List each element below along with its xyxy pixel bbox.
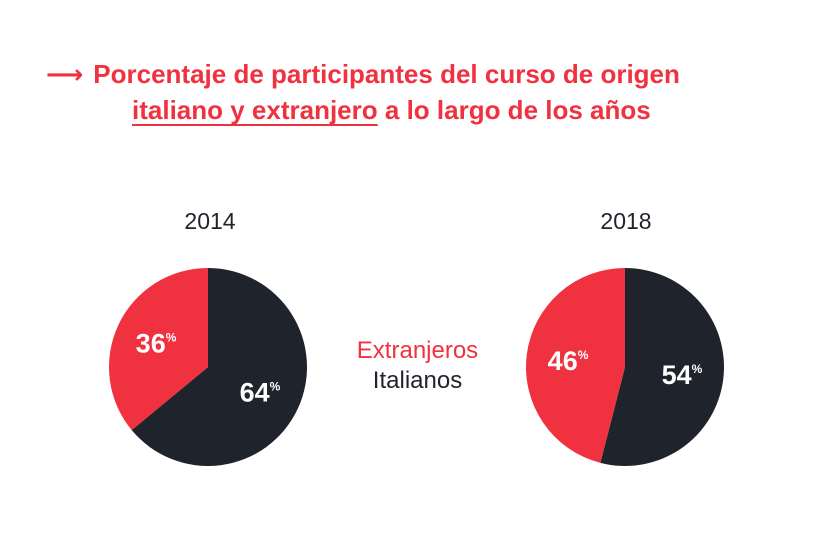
legend-extranjeros: Extranjeros bbox=[356, 337, 479, 364]
title-line-1: Porcentaje de participantes del curso de… bbox=[93, 59, 680, 89]
pie-2014-label-extranjeros-unit: % bbox=[166, 331, 177, 345]
title-line-2: italiano y extranjero a lo largo de los … bbox=[46, 92, 806, 128]
pie-2018-slice-italianos bbox=[600, 268, 724, 466]
pie-2014-slice-extranjeros bbox=[108, 268, 208, 431]
legend: Extranjeros Italianos bbox=[325, 336, 510, 396]
title-underlined-text: italiano y extranjero bbox=[132, 95, 378, 125]
legend-italianos: Italianos bbox=[372, 367, 463, 394]
title-rest-text: a lo largo de los años bbox=[377, 95, 651, 125]
pie-2014-label-italianos-unit: % bbox=[270, 379, 281, 393]
pie-2018-slice-extranjeros bbox=[526, 268, 625, 463]
pie-2014-slice-italianos bbox=[131, 268, 307, 466]
pie-2018-label-italianos-unit: % bbox=[692, 362, 703, 376]
pie-2014-year-label: 2014 bbox=[184, 208, 236, 234]
pie-2018-label-extranjeros-unit: % bbox=[578, 348, 589, 362]
chart-title: ⟶ Porcentaje de participantes del curso d… bbox=[46, 56, 806, 128]
pie-2018-year-label: 2018 bbox=[600, 208, 652, 234]
arrow-right-icon: ⟶ bbox=[46, 59, 84, 89]
